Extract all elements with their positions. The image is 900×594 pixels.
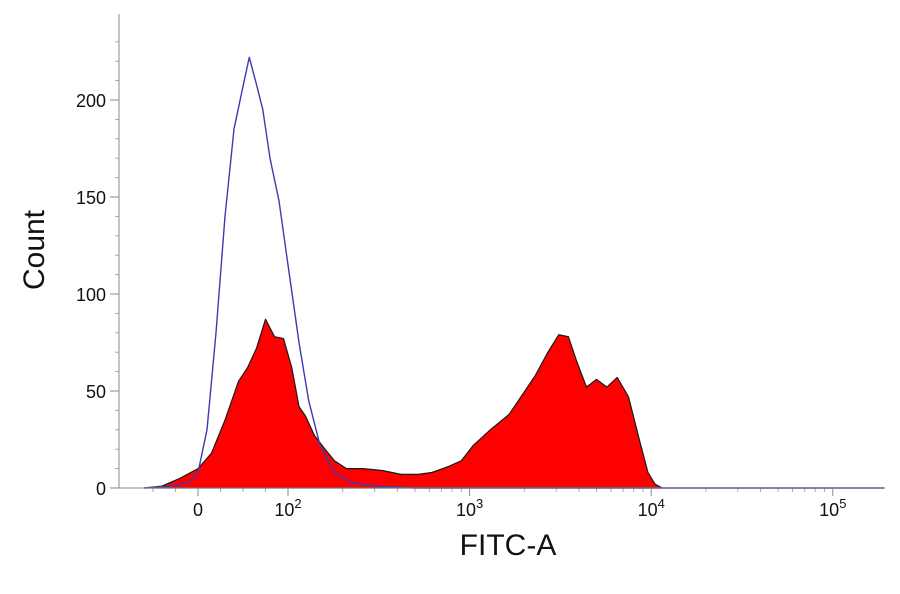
control-sample-histogram: [143, 56, 884, 489]
x-tick-label: 104: [638, 496, 665, 520]
x-tick-label: 0: [193, 500, 203, 520]
x-tick-base: 10: [819, 500, 839, 520]
x-tick-exponent: 4: [658, 496, 665, 511]
y-tick-label: 150: [76, 188, 106, 208]
x-tick-base: 0: [193, 500, 203, 520]
x-axis-title: FITC-A: [460, 529, 557, 562]
y-tick-label: 50: [86, 382, 106, 402]
y-axis-ticks: 0 50 100 150 200: [76, 91, 119, 499]
y-tick-label: 200: [76, 91, 106, 111]
y-axis-minor-ticks: [115, 41, 119, 470]
x-tick-exponent: 2: [294, 496, 301, 511]
x-axis-minor-ticks: [152, 488, 825, 492]
x-tick-base: 10: [456, 500, 476, 520]
x-tick-base: 10: [638, 500, 658, 520]
x-tick-exponent: 5: [839, 496, 846, 511]
x-tick-label: 105: [819, 496, 846, 520]
y-tick-label: 0: [96, 479, 106, 499]
y-axis-title: Count: [18, 209, 51, 290]
y-tick-label: 100: [76, 285, 106, 305]
series-layer: [143, 56, 885, 489]
x-tick-label: 102: [274, 496, 301, 520]
x-tick-base: 10: [274, 500, 294, 520]
x-tick-label: 103: [456, 496, 483, 520]
x-axis-ticks: 0 102 103 104 105: [193, 488, 846, 520]
x-tick-exponent: 3: [476, 496, 483, 511]
stained-sample-histogram: [143, 318, 885, 489]
